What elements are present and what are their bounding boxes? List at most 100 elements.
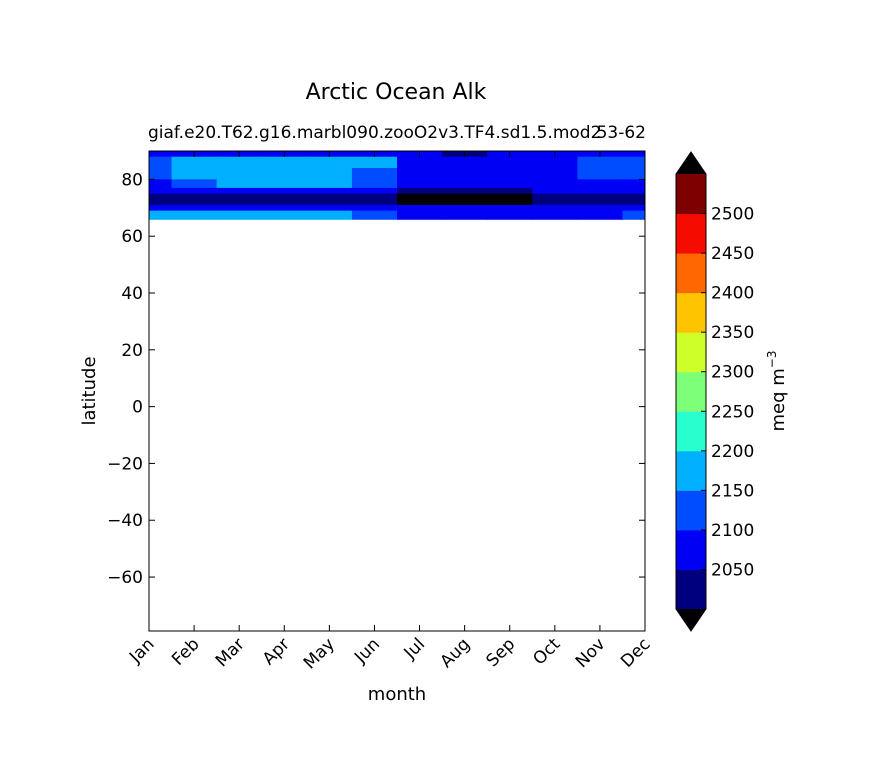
x-tick-label: Apr	[259, 634, 294, 669]
x-tick-label: Jan	[125, 634, 158, 667]
heatmap-cell	[351, 216, 398, 220]
heatmap-cell	[622, 210, 645, 217]
heatmap-cell	[577, 204, 624, 212]
heatmap-cell	[149, 204, 173, 212]
heatmap-cell	[149, 210, 173, 217]
heatmap-cell	[442, 199, 488, 206]
colorbar-tick-label: 2200	[711, 442, 754, 462]
y-tick-label: −20	[107, 454, 143, 474]
colorbar-over-arrow	[676, 152, 706, 174]
chart-subtitle-right: 53-62	[597, 123, 646, 143]
chart-subtitle-left: giaf.e20.T62.g16.marbl090.zooO2v3.TF4.sd…	[148, 123, 601, 143]
colorbar-segment	[676, 292, 706, 333]
heatmap-cell	[397, 168, 443, 181]
heatmap-cell	[397, 193, 443, 200]
chart-title: Arctic Ocean Alk	[306, 80, 487, 105]
colorbar-tick-label: 2300	[711, 363, 754, 383]
heatmap-cell	[306, 204, 353, 212]
heatmap-cell	[149, 168, 173, 181]
colorbar-segment	[676, 371, 706, 412]
heatmap-cell	[577, 156, 624, 169]
heatmap-cell	[532, 187, 578, 195]
heatmap-cell	[487, 168, 533, 181]
colorbar-segment	[676, 174, 706, 215]
colorbar-segment	[676, 450, 706, 491]
plot-background	[149, 151, 645, 631]
heatmap-cell	[487, 179, 533, 189]
y-tick-label: −40	[107, 511, 143, 531]
colorbar-tick-label: 2100	[711, 521, 754, 541]
heatmap-cell	[442, 193, 488, 200]
colorbar-under-arrow	[676, 609, 706, 631]
heatmap-cell	[487, 199, 533, 206]
heatmap-cell	[622, 204, 645, 212]
heatmap-cell	[261, 179, 308, 189]
heatmap-cell	[216, 199, 263, 206]
x-tick-label: Jun	[350, 634, 384, 668]
heatmap-cells	[149, 151, 645, 220]
heatmap-cell	[622, 156, 645, 169]
heatmap-cell	[171, 179, 218, 189]
heatmap-cell	[577, 193, 624, 200]
x-tick-label: Aug	[437, 634, 475, 672]
heatmap-cell	[351, 156, 398, 169]
heatmap-cell	[261, 193, 308, 200]
heatmap-cell	[487, 216, 533, 220]
heatmap-cell	[577, 199, 624, 206]
heatmap-cell	[532, 193, 578, 200]
colorbar-segment	[676, 213, 706, 254]
heatmap-cell	[261, 210, 308, 217]
heatmap-cell	[216, 216, 263, 220]
heatmap-cell	[397, 216, 443, 220]
colorbar-segment	[676, 411, 706, 452]
x-tick-label: Dec	[617, 634, 654, 671]
heatmap-cell	[171, 199, 218, 206]
heatmap-cell	[487, 204, 533, 212]
heatmap-cell	[351, 168, 398, 181]
heatmap-cell	[397, 156, 443, 169]
colorbar-tick-label: 2250	[711, 402, 754, 422]
heatmap-cell	[397, 204, 443, 212]
heatmap-cell	[442, 216, 488, 220]
colorbar-label: meq m−3	[765, 351, 789, 432]
heatmap-cell	[171, 168, 218, 181]
colorbar-tick-label: 2400	[711, 284, 754, 304]
heatmap-cell	[532, 168, 578, 181]
heatmap-cell	[397, 199, 443, 206]
heatmap-cell	[216, 187, 263, 195]
colorbar-tick-label: 2150	[711, 481, 754, 501]
y-tick-label: 20	[121, 341, 143, 361]
colorbar-tick-label: 2050	[711, 560, 754, 580]
heatmap-cell	[149, 216, 173, 220]
heatmap-cell	[149, 193, 173, 200]
heatmap-cell	[397, 179, 443, 189]
heatmap-cell	[532, 199, 578, 206]
heatmap-cell	[397, 187, 443, 195]
colorbar-segment	[676, 332, 706, 373]
heatmap-cell	[577, 168, 624, 181]
colorbar-tick-label: 2500	[711, 205, 754, 225]
heatmap-cell	[622, 151, 645, 158]
heatmap-cell	[487, 193, 533, 200]
colorbar-outline	[675, 151, 707, 632]
heatmap-cell	[532, 216, 578, 220]
heatmap-cell	[216, 204, 263, 212]
heatmap-cell	[306, 199, 353, 206]
colorbar-label-base: meq m	[768, 368, 789, 431]
y-axis-label: latitude	[79, 356, 100, 425]
heatmap-cell	[149, 156, 173, 169]
heatmap-cell	[351, 199, 398, 206]
heatmap-cell	[442, 210, 488, 217]
heatmap-cell	[351, 187, 398, 195]
heatmap-cell	[149, 199, 173, 206]
heatmap-cell	[442, 204, 488, 212]
heatmap-cell	[622, 193, 645, 200]
heatmap-cell	[487, 156, 533, 169]
heatmap-cell	[149, 151, 173, 158]
heatmap-cell	[216, 193, 263, 200]
y-tick-label: 80	[121, 170, 143, 190]
heatmap-cell	[442, 168, 488, 181]
colorbar-tick-label: 2450	[711, 244, 754, 264]
heatmap-cell	[261, 156, 308, 169]
